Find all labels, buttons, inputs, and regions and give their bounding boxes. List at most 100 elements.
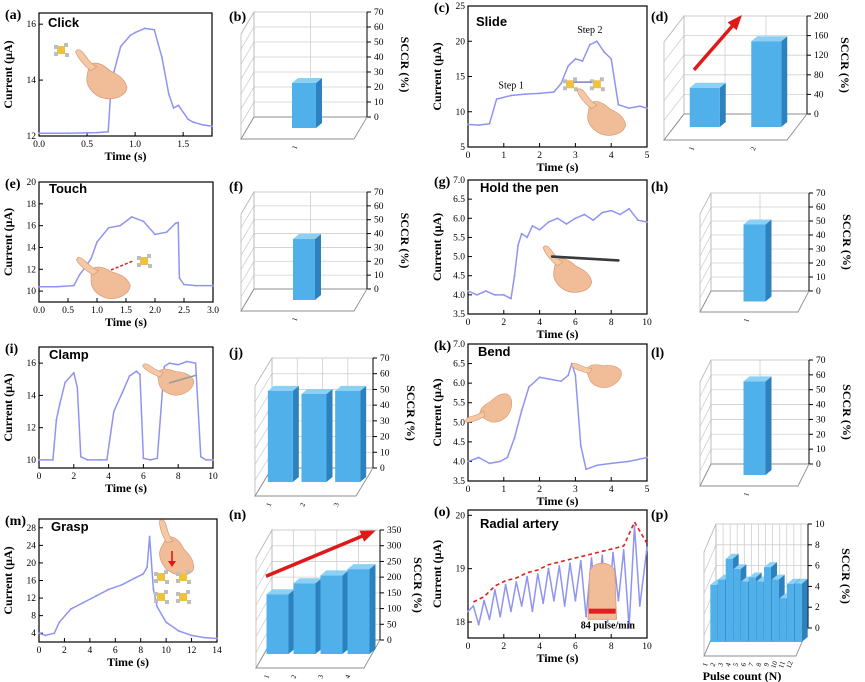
data-point [513,437,516,439]
y-axis-label: SCCR (%) [398,37,412,93]
bar [743,219,772,302]
data-point [146,566,148,569]
y-tick-label: 28 [27,524,37,534]
bar-side [781,36,788,127]
y-axis-label: Current (μA) [1,373,15,441]
data-point [585,468,588,471]
chip-pad [563,79,568,84]
data-point [488,618,491,621]
y-tick-label: 0 [374,285,379,295]
y-tick-label: 5 [460,143,465,153]
bar-front [320,575,343,654]
y-tick-label: 70 [816,189,826,199]
x-tick-label: 2 [537,485,542,495]
data-point [69,608,72,610]
y-axis-label: SCCR (%) [840,384,854,440]
panel-n: (n) 0 50 100 150 200 250 300 350 1 2 3 4 SCCR (%) [229,508,425,680]
data-point [194,284,197,287]
y-tick-label: 16 [27,577,37,587]
y-tick-label: 60 [380,370,390,380]
panel-f: (f) 0 10 20 30 40 50 60 70 1 SCCR (%) [229,180,412,322]
grid-line-left [255,576,273,606]
bar-front [743,224,766,302]
data-point [44,634,47,637]
data-point [549,378,552,381]
bar-front [301,394,327,482]
x-tick-label: 1 [262,673,271,679]
data-point [477,623,480,626]
data-point [517,244,520,246]
y-tick-label: 0 [816,460,821,470]
y-axis-label: SCCR (%) [404,385,418,441]
y-tick-label: 20 [27,178,37,188]
grid-line-left [699,434,712,457]
y-tick-label: 70 [380,354,390,364]
y-tick-label: 60 [816,371,826,381]
bar-front [293,239,315,300]
y-tick-label: 0 [816,287,821,297]
data-point [488,122,491,125]
y-tick-label: 120 [814,51,829,61]
grid-line-left [240,205,255,229]
hand-palm [585,364,622,388]
chip-pad [148,264,152,268]
bar-top [725,553,739,559]
data-point [79,455,82,458]
x-tick-label: 10 [642,318,652,328]
x-tick-label: 8 [609,318,614,328]
data-point [560,380,562,383]
panel-label: (m) [5,514,26,529]
data-point [472,605,475,607]
data-point [178,277,181,279]
y-tick-label: 30 [816,245,826,255]
y-tick-label: 60 [374,202,384,212]
data-point [579,559,582,562]
grid-line-left [699,448,712,472]
data-point [55,418,58,421]
panel-a: (a) 0.0 0.5 1.0 1.5 12 14 16 Time (s) Current (μA… [1,8,213,163]
x-tick-label: 6 [113,646,118,656]
data-point [619,213,622,216]
y-tick-label: 14 [27,76,37,86]
grid-line-left [240,86,255,110]
chip-pad [589,79,594,84]
data-point [638,605,641,607]
y-tick-label: 7.0 [453,176,465,186]
y-axis-label: Current (μA) [430,540,444,608]
grid-line-left [240,247,255,270]
data-point [637,219,639,222]
x-tick-label: 1 [291,316,300,322]
x-axis-label: Time (s) [104,149,146,163]
x-tick-label: 1 [291,144,300,150]
x-tick-label: 1.0 [129,140,141,150]
chip-pad [574,87,579,92]
bar-front [779,598,787,642]
data-point [493,293,496,296]
grid-line-left [240,56,255,80]
side-wall [663,14,685,142]
panel-b: (b) 0 10 20 30 40 50 60 70 1 SCCR (%) [229,8,412,150]
bar-side [326,389,333,482]
data-point [112,410,115,413]
panel-l: (l) 0 10 20 30 40 50 60 70 1 SCCR (%) [651,346,854,497]
grid-line-left [240,233,255,256]
data-point [538,228,541,231]
trend-arrow [692,16,741,72]
data-point [590,557,593,559]
x-tick-label: 0 [37,472,42,482]
x-tick-label: 1.0 [91,306,103,316]
x-tick-label: 2 [62,646,67,656]
hand-palm [86,62,128,100]
bar-top [293,234,321,240]
data-point [510,297,512,300]
panel-label: (k) [434,339,451,354]
sensor-chip-icon [176,570,191,584]
y-tick-label: 16 [27,222,37,232]
data-point [135,370,138,373]
chart-title: Radial artery [480,516,560,531]
data-point [526,236,528,239]
data-point [72,371,75,374]
y-tick-label: 50 [816,386,826,396]
y-tick-label: 20 [456,37,466,47]
